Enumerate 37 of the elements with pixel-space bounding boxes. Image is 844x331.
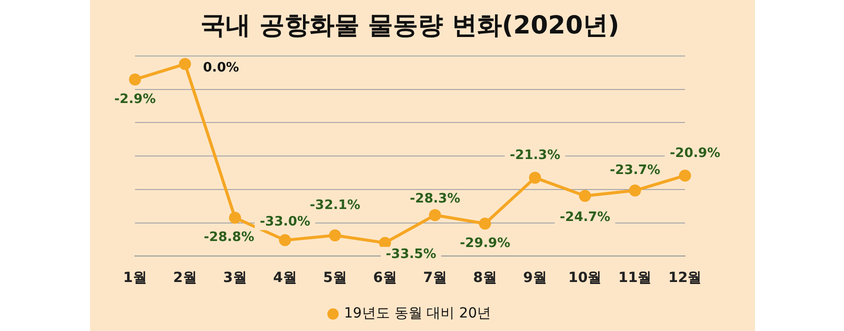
x-tick-label: 12월: [668, 270, 702, 286]
x-tick-label: 2월: [173, 270, 197, 286]
data-label: -20.9%: [670, 146, 720, 161]
x-tick-label: 9월: [523, 270, 547, 286]
point: [329, 229, 341, 242]
chart-title: 국내 공항화물 물동량 변화(2020년): [200, 10, 620, 40]
data-label: -32.1%: [310, 198, 360, 213]
data-label: -28.8%: [204, 230, 254, 246]
point: [229, 212, 241, 224]
point: [479, 218, 491, 230]
data-label: -23.7%: [610, 162, 660, 178]
data-label: -2.9%: [114, 92, 156, 107]
point: [529, 172, 541, 184]
legend-label: 19년도 동월 대비 20년: [344, 306, 491, 322]
point: [179, 58, 191, 70]
point: [679, 170, 691, 182]
data-label: -21.3%: [510, 148, 560, 164]
point: [279, 234, 291, 246]
data-label: -24.7%: [560, 210, 610, 226]
data-label: 0.0%: [202, 60, 240, 76]
point: [429, 209, 441, 222]
point: [129, 73, 141, 86]
data-label: -29.9%: [460, 236, 510, 252]
point: [629, 184, 641, 197]
x-tick-label: 10월: [568, 270, 602, 286]
data-label: -28.3%: [410, 191, 460, 206]
data-label: -33.0%: [260, 214, 310, 230]
x-tick-label: 3월: [223, 270, 247, 286]
x-tick-label: 1월: [123, 270, 147, 286]
x-tick-label: 5월: [323, 270, 347, 286]
x-tick-label: 11월: [618, 270, 652, 286]
x-tick-label: 8월: [473, 270, 497, 286]
x-tick-label: 4월: [273, 270, 297, 286]
data-label: -33.5%: [386, 247, 436, 262]
x-tick-label: 6월: [373, 270, 397, 286]
x-tick-label: 7월: [423, 270, 447, 286]
point: [579, 190, 591, 202]
